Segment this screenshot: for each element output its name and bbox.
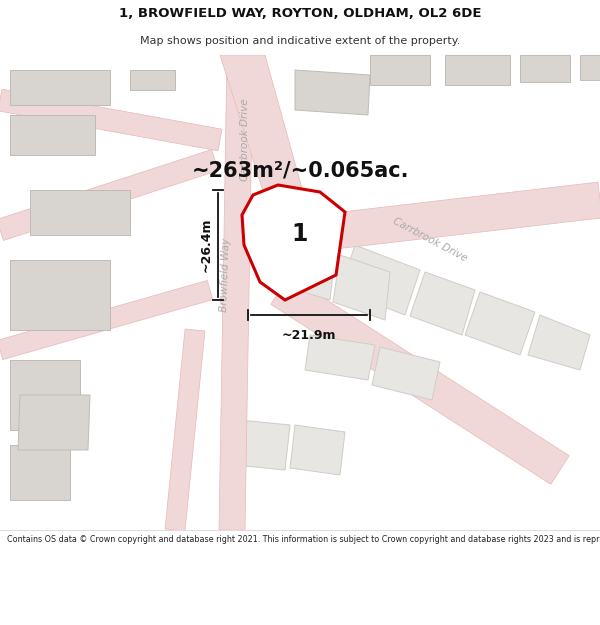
- Polygon shape: [0, 281, 213, 359]
- Polygon shape: [465, 292, 535, 355]
- Polygon shape: [528, 315, 590, 370]
- Text: Carrbrook Drive: Carrbrook Drive: [240, 99, 250, 181]
- Polygon shape: [298, 182, 600, 253]
- Polygon shape: [271, 276, 569, 484]
- Polygon shape: [219, 55, 253, 530]
- Polygon shape: [10, 360, 80, 430]
- Polygon shape: [445, 55, 510, 85]
- Polygon shape: [370, 55, 430, 85]
- Polygon shape: [30, 190, 130, 235]
- Polygon shape: [295, 70, 370, 115]
- Text: Contains OS data © Crown copyright and database right 2021. This information is : Contains OS data © Crown copyright and d…: [7, 535, 600, 544]
- Polygon shape: [220, 55, 315, 245]
- Polygon shape: [340, 245, 420, 315]
- Polygon shape: [0, 89, 222, 151]
- Text: ~263m²/~0.065ac.: ~263m²/~0.065ac.: [191, 160, 409, 180]
- Text: Map shows position and indicative extent of the property.: Map shows position and indicative extent…: [140, 36, 460, 46]
- Text: ~21.9m: ~21.9m: [282, 329, 336, 342]
- Polygon shape: [290, 425, 345, 475]
- Polygon shape: [242, 185, 345, 300]
- Polygon shape: [229, 51, 314, 244]
- Polygon shape: [10, 115, 95, 155]
- Polygon shape: [18, 395, 90, 450]
- Polygon shape: [305, 335, 375, 380]
- Text: ~26.4m: ~26.4m: [200, 217, 213, 272]
- Polygon shape: [165, 329, 205, 531]
- Polygon shape: [10, 445, 70, 500]
- Polygon shape: [410, 272, 475, 335]
- Polygon shape: [235, 420, 290, 470]
- Text: Browfield Way: Browfield Way: [219, 238, 231, 312]
- Polygon shape: [333, 255, 390, 320]
- Polygon shape: [10, 260, 110, 330]
- Polygon shape: [130, 70, 175, 90]
- Text: 1, BROWFIELD WAY, ROYTON, OLDHAM, OL2 6DE: 1, BROWFIELD WAY, ROYTON, OLDHAM, OL2 6D…: [119, 8, 481, 20]
- Polygon shape: [372, 347, 440, 400]
- Polygon shape: [10, 70, 110, 105]
- Polygon shape: [0, 149, 218, 241]
- Polygon shape: [580, 55, 600, 80]
- Polygon shape: [280, 240, 335, 300]
- Text: 1: 1: [292, 222, 308, 246]
- Polygon shape: [520, 55, 570, 82]
- Text: Carrbrook Drive: Carrbrook Drive: [391, 216, 469, 264]
